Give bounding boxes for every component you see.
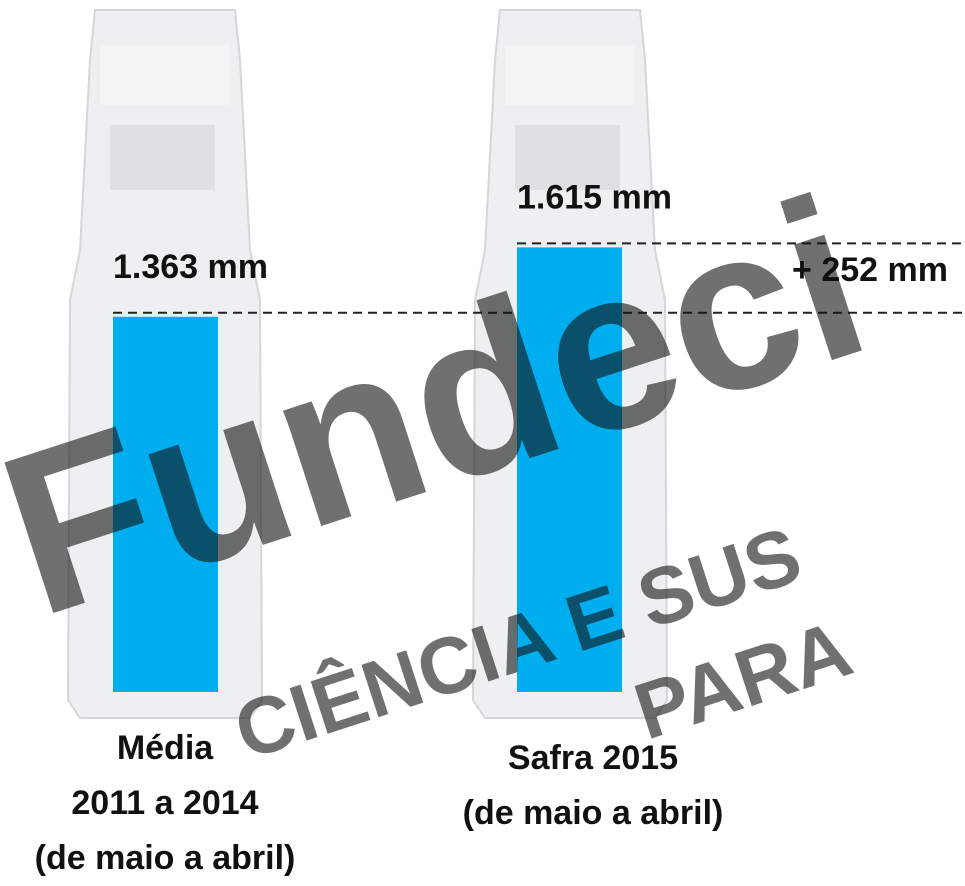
category-label: 2011 a 2014	[71, 784, 258, 822]
category-label: Média	[117, 729, 214, 767]
category-label: (de maio a abril)	[463, 794, 724, 832]
bar	[113, 316, 218, 692]
value-label: 1.615 mm	[517, 178, 672, 216]
annotation: + 252 mm	[792, 251, 948, 289]
category-label: Safra 2015	[508, 739, 678, 777]
bar	[517, 247, 622, 692]
value-label: 1.363 mm	[113, 248, 268, 286]
category-label: (de maio a abril)	[35, 839, 296, 877]
